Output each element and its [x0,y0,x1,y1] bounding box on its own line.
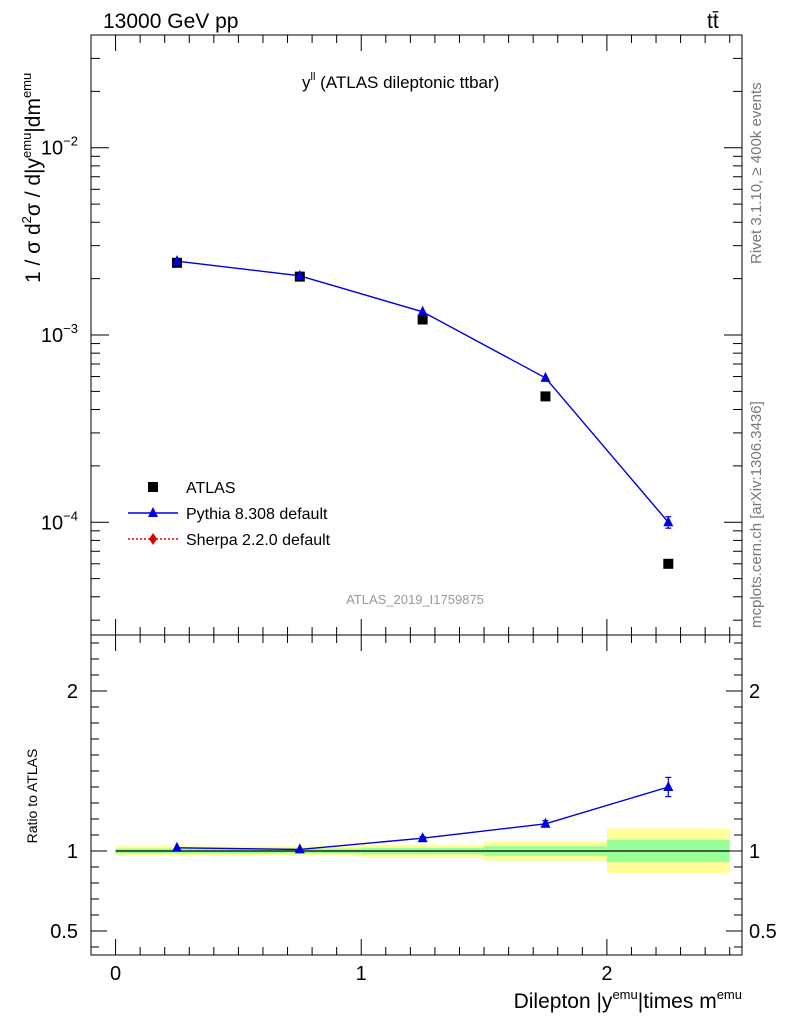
ratio-y-tick-label-right: 0.5 [749,921,777,943]
ratio-y-axis-label: Ratio to ATLAS [24,749,40,844]
pythia-data-point [663,516,674,527]
ratio-y-tick-label-left: 0.5 [50,921,78,943]
ratio-pythia-point [294,843,305,854]
source-label: mcplots.cern.ch [arXiv:1306.3436] [748,401,765,628]
legend-sherpa-label: Sherpa 2.2.0 default [186,532,331,549]
atlas-data-point [540,391,551,402]
y-tick-label: 10−4 [41,508,78,534]
x-tick-label: 2 [601,963,612,985]
pythia-data-point [171,255,182,266]
y-tick-label: 10−2 [41,134,78,160]
atlas-data-point [663,558,674,569]
ratio-data-layer: 0 1 2 0.5 0.5 1 1 2 2 [50,635,777,985]
pythia-data-point [294,269,305,280]
ratio-pythia-point [171,841,182,852]
watermark-label: ATLAS_2019_I1759875 [346,592,484,607]
main-panel: yll (ATLAS dileptonic ttbar) ATLAS_2019_… [19,34,743,636]
rivet-label: Rivet 3.1.10, ≥ 400k events [748,82,765,264]
atlas-data-point [417,314,428,325]
x-axis-label: Dilepton |yemu|times memu [514,987,742,1013]
main-title: yll (ATLAS dileptonic ttbar) [302,71,499,92]
title-rest: (ATLAS dileptonic ttbar) [315,73,499,92]
title-sup: ll [311,71,316,83]
ratio-plot-frame [90,634,743,956]
legend-pythia-label: Pythia 8.308 default [186,506,328,523]
process-label: tt̄ [707,10,719,33]
main-y-axis-label: 1 / σ d2σ / d|yemu|dmemu [19,73,45,283]
ratio-y-tick-label-right: 1 [749,841,760,863]
x-tick-label: 0 [110,963,121,985]
ratio-panel: Ratio to ATLAS 0 1 2 0.5 0.5 1 1 2 2 Dilepton |y… [24,634,777,1013]
legend-pythia-marker [148,507,158,517]
legend-sherpa-marker [149,533,157,545]
legend: ATLAS Pythia 8.308 default Sherpa 2.2.0 de… [128,480,331,549]
ratio-pythia-point [663,781,674,791]
ratio-y-tick-label-right: 2 [749,681,760,703]
y-tick-label: 10−3 [41,321,78,347]
pythia-series-line [176,260,669,523]
legend-atlas-label: ATLAS [186,480,236,497]
ratio-pythia-point [417,832,428,843]
main-data-layer: 10−2 10−3 10−4 [41,34,742,635]
x-tick-label: 1 [356,963,367,985]
ratio-y-tick-label-left: 1 [67,841,78,863]
energy-label: 13000 GeV pp [103,10,238,33]
legend-atlas-marker [148,482,158,492]
title-main: y [302,73,311,92]
pythia-data-point [540,371,551,382]
pythia-data-point [417,305,428,316]
ratio-pythia-point [540,817,551,828]
ratio-y-tick-label-left: 2 [67,681,78,703]
